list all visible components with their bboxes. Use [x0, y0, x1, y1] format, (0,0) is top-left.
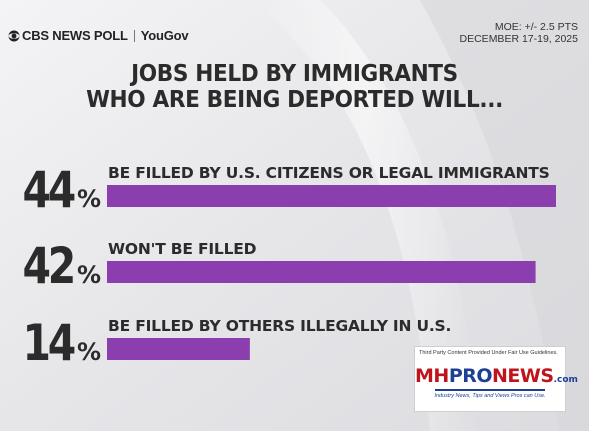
mhpronews-logo: MHPRONEWS.com — [415, 365, 578, 387]
poll-meta: MOE: +/- 2.5 PTS DECEMBER 17-19, 2025 — [460, 21, 578, 45]
margin-of-error: MOE: +/- 2.5 PTS — [494, 21, 578, 33]
watermark: Third Party Content Provided Under Fair … — [414, 346, 578, 412]
percent-sign: % — [77, 261, 101, 289]
chart-title-line-2: WHO ARE BEING DEPORTED WILL... — [86, 85, 503, 113]
category-label: WON'T BE FILLED — [108, 240, 257, 258]
value-label: 44 — [23, 161, 75, 219]
logo-pro: PRO — [448, 365, 493, 387]
category-label: BE FILLED BY OTHERS ILLEGALLY IN U.S. — [108, 317, 451, 335]
logo-underline — [435, 389, 545, 391]
bar — [107, 261, 536, 283]
watermark-tagline: Industry News, Tips and Views Pros can U… — [434, 393, 546, 399]
logo-com: .com — [553, 375, 578, 385]
cbs-eye-icon — [8, 30, 20, 41]
chart-title-line-1: JOBS HELD BY IMMIGRANTS — [131, 59, 458, 87]
category-label: BE FILLED BY U.S. CITIZENS OR LEGAL IMMI… — [108, 164, 550, 182]
logo-mh: MH — [415, 365, 449, 387]
logo-news: NEWS — [492, 365, 554, 387]
logo-divider — [133, 29, 135, 42]
poll-logo: CBS NEWS POLL YouGov — [8, 28, 189, 43]
percent-sign: % — [77, 185, 101, 213]
poll-brand: CBS NEWS POLL — [22, 28, 128, 43]
bar — [107, 338, 250, 360]
bar — [107, 185, 556, 207]
percent-sign: % — [77, 338, 101, 366]
watermark-note: Third Party Content Provided Under Fair … — [419, 350, 558, 356]
value-label: 42 — [23, 237, 73, 295]
poll-partner: YouGov — [140, 28, 189, 43]
poll-dates: DECEMBER 17-19, 2025 — [459, 33, 578, 45]
value-label: 14 — [23, 314, 75, 372]
